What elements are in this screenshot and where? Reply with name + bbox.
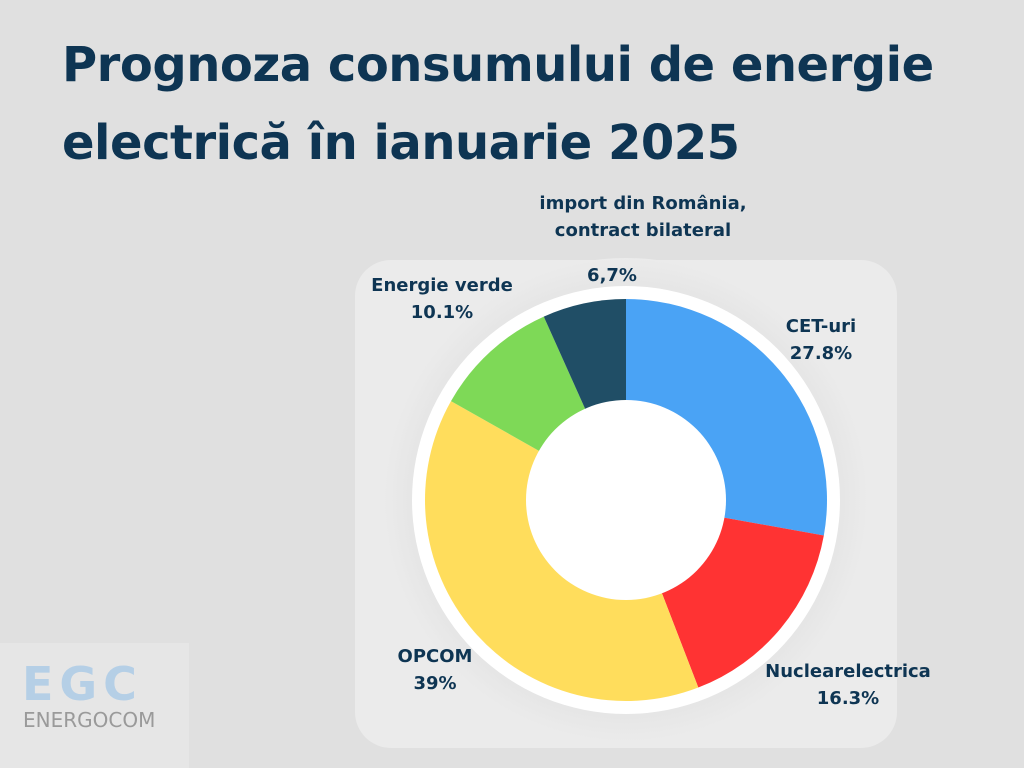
donut-hole xyxy=(526,400,726,600)
label-import-name-1: import din România, xyxy=(539,193,747,214)
label-name: OPCOM xyxy=(397,646,473,667)
logo-mark: EGC xyxy=(22,657,143,711)
label-import-value: 6,7% xyxy=(587,265,637,286)
label-opcom: OPCOM 39% xyxy=(398,643,473,697)
label-import: import din România, contract bilateral xyxy=(539,190,746,244)
label-cet-uri: CET-uri 27.8% xyxy=(786,313,856,367)
energocom-logo: EGC ENERGOCOM xyxy=(0,643,189,768)
label-name: Nuclearelectrica xyxy=(765,661,931,682)
label-value: 10.1% xyxy=(410,302,474,323)
label-name: Energie verde xyxy=(371,275,513,296)
label-energie-verde: Energie verde 10.1% xyxy=(371,272,513,326)
label-nuclearelectrica: Nuclearelectrica 16.3% xyxy=(765,658,931,712)
label-value: 16.3% xyxy=(816,688,880,709)
title-line-2: electrică în ianuarie 2025 xyxy=(62,115,740,171)
label-value: 39% xyxy=(413,673,457,694)
label-value: 27.8% xyxy=(789,343,853,364)
logo-name: ENERGOCOM xyxy=(23,708,156,732)
title-line-1: Prognoza consumului de energie xyxy=(62,37,934,93)
chart-title: Prognoza consumului de energie electrică… xyxy=(62,26,934,182)
label-name: CET-uri xyxy=(785,316,857,337)
label-import-name-2: contract bilateral xyxy=(554,220,732,241)
